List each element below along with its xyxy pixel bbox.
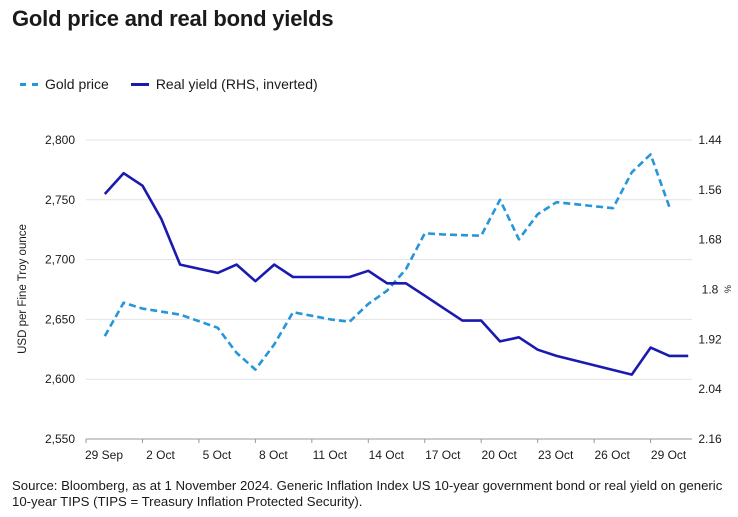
y2-axis-label: % — [723, 285, 733, 293]
x-tick-label: 29 Oct — [651, 448, 687, 462]
y2-tick-label: 1.44 — [698, 133, 722, 147]
y2-tick-label: 1.92 — [698, 332, 722, 346]
y2-tick-label: 2.04 — [698, 382, 722, 396]
series — [103, 153, 689, 376]
y-axis-label: USD per Fine Troy ounce — [17, 224, 29, 354]
x-tick-label: 20 Oct — [482, 448, 518, 462]
chart-title: Gold price and real bond yields — [12, 6, 334, 31]
y2-tick-label: 1.68 — [698, 233, 722, 247]
x-tick-label: 14 Oct — [369, 448, 405, 462]
legend-swatch-gold — [20, 82, 38, 86]
y-tick-label: 2,600 — [45, 372, 75, 386]
x-tick-label: 26 Oct — [594, 448, 630, 462]
legend-item-real-yield: Real yield (RHS, inverted) — [130, 76, 318, 92]
x-tick-label: 8 Oct — [259, 448, 288, 462]
x-tick-label: 23 Oct — [538, 448, 574, 462]
y2-tick-label: 2.16 — [698, 432, 722, 446]
y-tick-label: 2,800 — [45, 133, 75, 147]
x-tick-label: 5 Oct — [203, 448, 232, 462]
gold-price-line — [103, 153, 671, 371]
legend: Gold price Real yield (RHS, inverted) — [20, 76, 340, 92]
y-tick-label: 2,550 — [45, 432, 75, 446]
real-yield-line — [103, 171, 689, 376]
left-axis: 2,800 2,750 2,700 2,650 2,600 2,550 — [45, 133, 75, 446]
y-tick-label: 2,650 — [45, 312, 75, 326]
x-tick-label: 29 Sep — [85, 448, 123, 462]
x-tick-label: 11 Oct — [313, 448, 348, 462]
legend-label-real-yield: Real yield (RHS, inverted) — [155, 76, 318, 92]
x-tick-label: 17 Oct — [425, 448, 461, 462]
y2-tick-label: 1.56 — [698, 183, 722, 197]
x-tick-label: 2 Oct — [146, 448, 175, 462]
y-tick-label: 2,750 — [45, 193, 75, 207]
legend-label-gold: Gold price — [45, 76, 109, 92]
x-axis: 29 Sep 2 Oct 5 Oct 8 Oct 11 Oct 14 Oct 17 Oct 2… — [85, 439, 687, 462]
right-axis: 1.44 1.56 1.68 1.8 1.92 2.04 2.16 — [698, 133, 722, 446]
y-tick-label: 2,700 — [45, 253, 75, 267]
legend-item-gold: Gold price — [20, 76, 109, 92]
gridlines — [86, 139, 692, 440]
legend-swatch-real-yield — [130, 82, 149, 86]
source-note: Source: Bloomberg, as at 1 November 2024… — [12, 478, 723, 509]
y2-tick-label: 1.8 — [702, 283, 719, 297]
